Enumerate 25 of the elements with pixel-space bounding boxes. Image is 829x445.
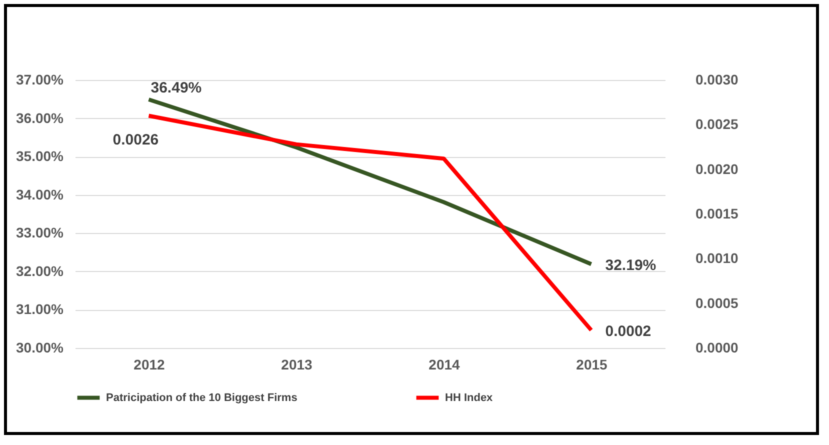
data-label: 0.0026 — [112, 132, 159, 149]
data-label: 32.19% — [605, 257, 656, 274]
y-tick-label: 34.00% — [16, 186, 64, 202]
y2-tick-label: 0.0030 — [696, 72, 739, 88]
x-tick-label: 2014 — [428, 356, 460, 372]
y-tick-label: 35.00% — [16, 148, 64, 164]
legend-label: Patricipation of the 10 Biggest Firms — [106, 392, 298, 404]
y2-tick-label: 0.0005 — [696, 294, 739, 311]
y2-tick-label: 0.0000 — [696, 340, 739, 356]
data-label: 0.0002 — [605, 323, 652, 340]
y2-tick-label: 0.0010 — [696, 250, 739, 266]
y-tick-label: 30.00% — [16, 340, 64, 356]
y2-tick-label: 0.0020 — [696, 160, 739, 177]
x-tick-label: 2012 — [134, 356, 166, 372]
y-tick-label: 32.00% — [16, 262, 64, 279]
legend-label: HH Index — [445, 392, 494, 404]
y-tick-label: 33.00% — [16, 224, 64, 241]
y2-tick-label: 0.0015 — [696, 206, 739, 222]
data-label: 36.49% — [150, 80, 202, 97]
x-tick-label: 2013 — [281, 356, 313, 372]
y-tick-label: 37.00% — [16, 72, 64, 88]
y-tick-label: 36.00% — [16, 110, 64, 126]
y-tick-label: 31.00% — [16, 301, 64, 318]
y2-tick-label: 0.0025 — [696, 116, 739, 132]
x-tick-label: 2015 — [576, 356, 608, 372]
